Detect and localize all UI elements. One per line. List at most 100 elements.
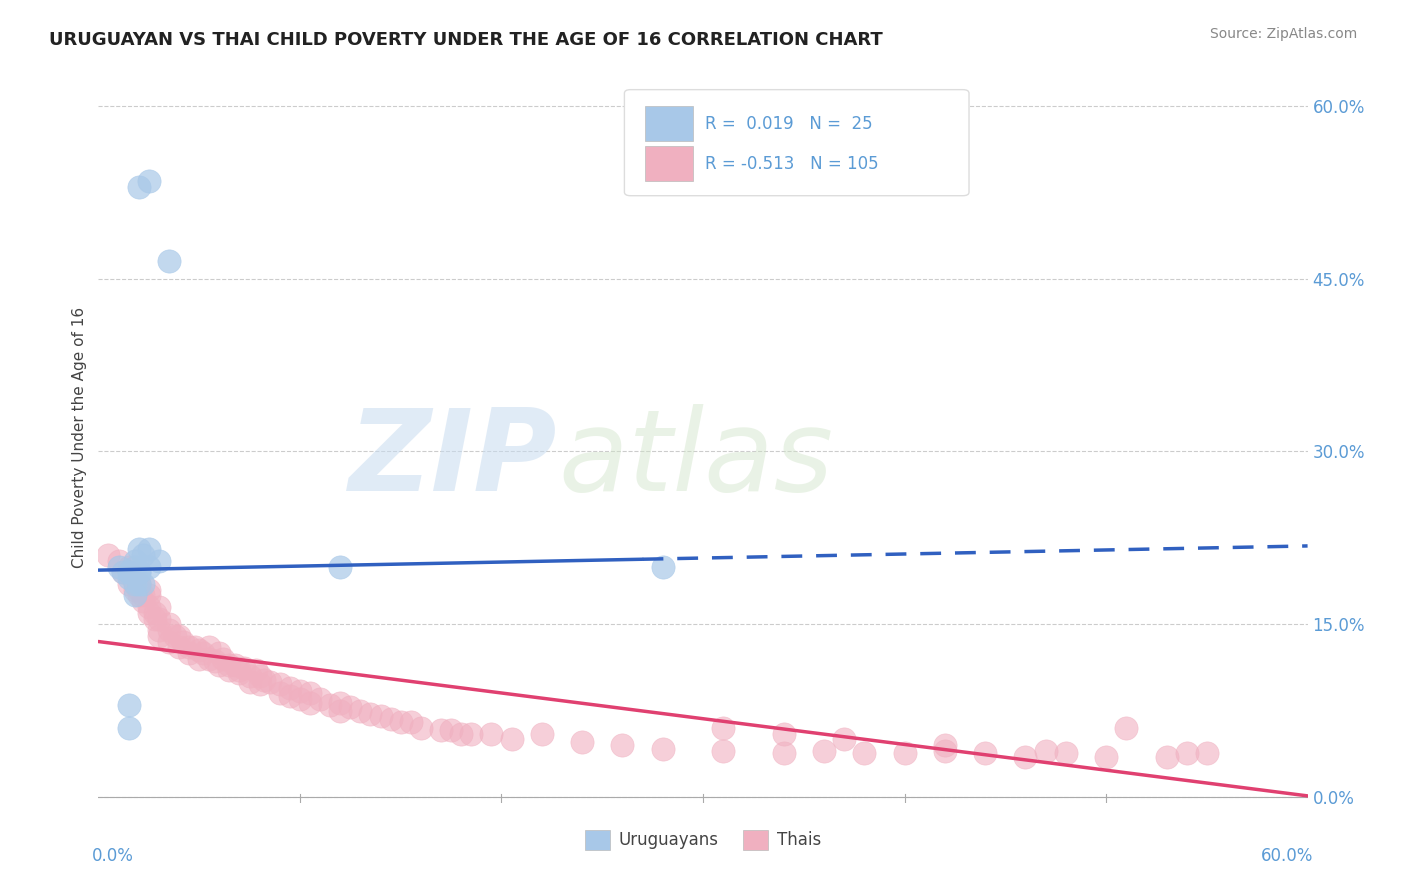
Point xyxy=(107,554,129,568)
Point xyxy=(409,721,432,735)
Point xyxy=(128,566,150,580)
Point xyxy=(832,732,855,747)
Point xyxy=(249,669,271,683)
Point xyxy=(148,611,170,625)
Point xyxy=(228,665,250,680)
Point xyxy=(128,542,150,557)
Point xyxy=(118,698,141,712)
Point xyxy=(974,746,997,760)
Point xyxy=(651,559,673,574)
Point xyxy=(934,738,956,752)
Point xyxy=(111,566,134,580)
Point xyxy=(97,548,120,562)
Point xyxy=(163,629,186,643)
Text: R = -0.513   N = 105: R = -0.513 N = 105 xyxy=(706,155,879,173)
Point xyxy=(128,577,150,591)
Text: Source: ZipAtlas.com: Source: ZipAtlas.com xyxy=(1209,27,1357,41)
Point xyxy=(224,657,246,672)
Point xyxy=(208,646,231,660)
Point xyxy=(138,589,160,603)
Text: R =  0.019   N =  25: R = 0.019 N = 25 xyxy=(706,115,873,133)
Point xyxy=(380,712,402,726)
Text: atlas: atlas xyxy=(558,403,832,515)
Point xyxy=(329,704,352,718)
Point xyxy=(138,582,160,597)
Point xyxy=(239,674,262,689)
Legend: Uruguayans, Thais: Uruguayans, Thais xyxy=(578,823,828,856)
Point xyxy=(269,686,291,700)
Point xyxy=(118,566,141,580)
Point xyxy=(530,727,553,741)
Point xyxy=(349,704,371,718)
Point xyxy=(128,179,150,194)
Point xyxy=(107,559,129,574)
Point xyxy=(1035,744,1057,758)
Point xyxy=(278,689,301,703)
Point xyxy=(460,727,482,741)
Point xyxy=(1115,721,1137,735)
Point xyxy=(893,746,915,760)
Point xyxy=(124,559,146,574)
Point xyxy=(132,548,155,562)
Point xyxy=(148,554,170,568)
Point xyxy=(329,696,352,710)
Point xyxy=(138,559,160,574)
Point xyxy=(128,577,150,591)
Point xyxy=(148,623,170,637)
Point xyxy=(148,599,170,614)
Point xyxy=(143,611,166,625)
Point xyxy=(239,669,262,683)
Point xyxy=(138,174,160,188)
Point xyxy=(212,652,235,666)
Point xyxy=(1175,746,1198,760)
Point xyxy=(253,673,276,687)
Point xyxy=(198,652,221,666)
Point xyxy=(128,577,150,591)
Point xyxy=(179,646,201,660)
Point xyxy=(772,727,794,741)
Bar xyxy=(645,106,693,141)
Point xyxy=(132,577,155,591)
Point xyxy=(111,566,134,580)
Point xyxy=(172,634,194,648)
Text: 60.0%: 60.0% xyxy=(1261,847,1313,864)
Point xyxy=(132,594,155,608)
Point xyxy=(118,566,141,580)
Point xyxy=(157,617,180,632)
Point xyxy=(245,663,267,677)
Point xyxy=(853,746,876,760)
Point xyxy=(228,663,250,677)
Point xyxy=(360,707,382,722)
Point xyxy=(157,254,180,268)
Point xyxy=(232,661,254,675)
Point xyxy=(188,652,211,666)
Point xyxy=(184,640,207,655)
Point xyxy=(288,684,311,698)
Point xyxy=(339,700,361,714)
Point xyxy=(249,677,271,691)
Text: ZIP: ZIP xyxy=(350,403,558,515)
Point xyxy=(128,589,150,603)
Point xyxy=(118,577,141,591)
Point xyxy=(118,559,141,574)
Point xyxy=(157,623,180,637)
Point xyxy=(218,663,240,677)
Point xyxy=(188,642,211,657)
Point xyxy=(179,640,201,655)
Point xyxy=(772,746,794,760)
Point xyxy=(167,640,190,655)
Point xyxy=(934,744,956,758)
Point xyxy=(148,629,170,643)
Point xyxy=(288,692,311,706)
Point xyxy=(218,657,240,672)
Point xyxy=(124,577,146,591)
Point xyxy=(1014,749,1036,764)
Point xyxy=(138,542,160,557)
Point xyxy=(711,721,734,735)
Point xyxy=(430,723,453,738)
Point xyxy=(128,566,150,580)
Point xyxy=(138,606,160,620)
Point xyxy=(501,732,523,747)
Point xyxy=(319,698,342,712)
Point xyxy=(124,582,146,597)
